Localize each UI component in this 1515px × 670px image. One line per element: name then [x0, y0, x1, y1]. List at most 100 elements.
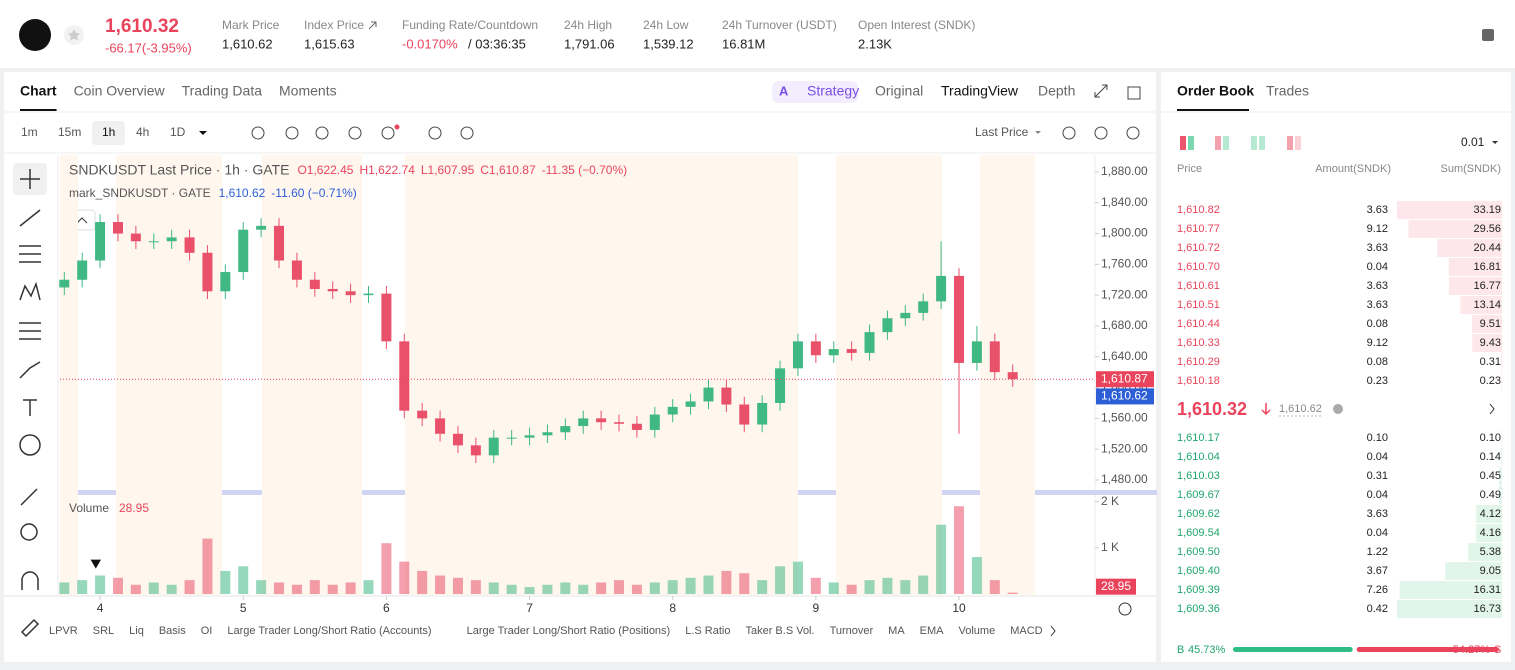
book-sum: 13.14: [1473, 299, 1501, 311]
book-price: 1,610.03: [1177, 470, 1220, 482]
toolbar-icon[interactable]: [428, 126, 442, 140]
y-tick-label: 1,560.00: [1101, 411, 1148, 425]
tab[interactable]: Trading Data: [182, 83, 263, 99]
candle-body: [667, 406, 678, 415]
legend-title: SNDKUSDT Last Price · 1h · GATE: [69, 162, 289, 178]
indicator[interactable]: LPVR: [49, 625, 78, 637]
indicator[interactable]: Liq: [129, 625, 144, 637]
layout-icon[interactable]: [1251, 136, 1257, 150]
toolbar-icon[interactable]: [251, 126, 265, 140]
toolbar-icon[interactable]: [381, 126, 395, 140]
depth-bar: [1475, 524, 1502, 542]
toolbar-icon[interactable]: [1126, 126, 1140, 140]
book-tab[interactable]: Order Book: [1177, 83, 1254, 99]
indicator[interactable]: MACD: [1010, 625, 1042, 637]
volume-bar: [846, 584, 857, 594]
book-sum: 4.12: [1480, 508, 1501, 520]
tv-logo: ⯆: [89, 555, 103, 574]
depth-bar: [1397, 600, 1502, 618]
candle-body: [506, 437, 517, 439]
interval[interactable]: 15m: [58, 125, 81, 139]
precision[interactable]: 0.01: [1461, 135, 1485, 149]
drawing-tools: [19, 169, 41, 638]
layout-icon: [1259, 136, 1265, 150]
settings-icon[interactable]: [1482, 29, 1494, 41]
indicator[interactable]: MA: [888, 625, 905, 637]
tab[interactable]: Coin Overview: [74, 83, 166, 99]
book-amount: 3.63: [1367, 299, 1388, 311]
candle-body: [721, 387, 732, 405]
y-tick-label: 1,520.00: [1101, 441, 1148, 455]
layout-icon[interactable]: [1215, 136, 1221, 150]
layout-icon[interactable]: [1287, 136, 1293, 150]
stat-label: Open Interest (SNDK): [858, 18, 975, 32]
volume-tick-label: 1 K: [1101, 540, 1119, 554]
view-tab[interactable]: Depth: [1038, 83, 1075, 99]
candle-body: [936, 275, 947, 302]
indicator[interactable]: Volume: [959, 625, 996, 637]
candle-body: [59, 279, 70, 288]
toolbar-icon[interactable]: [315, 126, 329, 140]
volume-bar: [399, 561, 410, 594]
sell-ratio: 54.27%: [1453, 644, 1491, 656]
indicator[interactable]: Turnover: [830, 625, 874, 637]
last-price: 1,610.32: [105, 16, 179, 37]
indicator[interactable]: Taker B.S Vol.: [745, 625, 814, 637]
book-price: 1,609.54: [1177, 527, 1220, 539]
candle-body: [309, 279, 320, 289]
last-price-tag-label: 1,610.87: [1101, 371, 1148, 385]
view-tab[interactable]: Original: [875, 83, 923, 99]
layout-icon[interactable]: [1180, 136, 1186, 150]
book-price: 1,610.82: [1177, 204, 1220, 216]
interval[interactable]: 1D: [170, 125, 186, 139]
toolbar-icon[interactable]: [460, 126, 474, 140]
book-amount: 0.10: [1367, 432, 1388, 444]
tab[interactable]: Moments: [279, 83, 337, 99]
tab[interactable]: Chart: [20, 83, 57, 99]
toolbar-icon[interactable]: [1062, 126, 1076, 140]
volume-bar: [739, 573, 750, 594]
toolbar-icon[interactable]: [285, 126, 299, 140]
stat-label: 24h Low: [643, 18, 689, 32]
stat-label: Funding Rate/Countdown: [402, 18, 538, 32]
book-price: 1,610.44: [1177, 318, 1220, 330]
book-tab[interactable]: Trades: [1266, 83, 1309, 99]
x-tick-label: 4: [97, 601, 104, 615]
buy-ratio: 45.73%: [1188, 644, 1226, 656]
volume-bar: [703, 575, 714, 594]
view-tab[interactable]: Strategy: [807, 83, 859, 99]
toolbar-icon[interactable]: [1094, 126, 1108, 140]
candle-body: [1007, 372, 1018, 380]
top-bar: [0, 0, 1515, 68]
candle-body: [381, 293, 392, 342]
volume-bar: [560, 582, 571, 594]
indicator[interactable]: OI: [201, 625, 213, 637]
indicator[interactable]: Large Trader Long/Short Ratio (Accounts): [227, 625, 431, 637]
indicator[interactable]: L.S Ratio: [685, 625, 730, 637]
candle-body: [918, 301, 929, 313]
legend-value: C1,610.87: [480, 163, 536, 177]
indicator[interactable]: EMA: [920, 625, 945, 637]
depth-bar: [1501, 429, 1502, 447]
interval[interactable]: 4h: [136, 125, 149, 139]
price-source[interactable]: Last Price: [975, 125, 1029, 139]
indicator[interactable]: Basis: [159, 625, 186, 637]
volume-tag: [1096, 578, 1136, 595]
book-sum: 0.49: [1480, 489, 1501, 501]
candle-body: [256, 225, 267, 230]
collapse-icon: [76, 217, 88, 224]
chevron: [1489, 403, 1495, 415]
book-sum: 16.31: [1473, 584, 1501, 596]
volume-bar: [274, 582, 285, 594]
volume-tick-label: 2 K: [1101, 494, 1119, 508]
view-tab[interactable]: TradingView: [941, 83, 1019, 99]
indicator[interactable]: Large Trader Long/Short Ratio (Positions…: [467, 625, 671, 637]
external-link-icon: [368, 21, 377, 30]
interval[interactable]: 1h: [102, 125, 115, 139]
interval[interactable]: 1m: [21, 125, 38, 139]
book-sum: 0.31: [1480, 356, 1501, 368]
axis-settings[interactable]: [1118, 602, 1132, 616]
toolbar-icon[interactable]: [348, 126, 362, 140]
stat-label: 24h High: [564, 18, 612, 32]
indicator[interactable]: SRL: [93, 625, 114, 637]
